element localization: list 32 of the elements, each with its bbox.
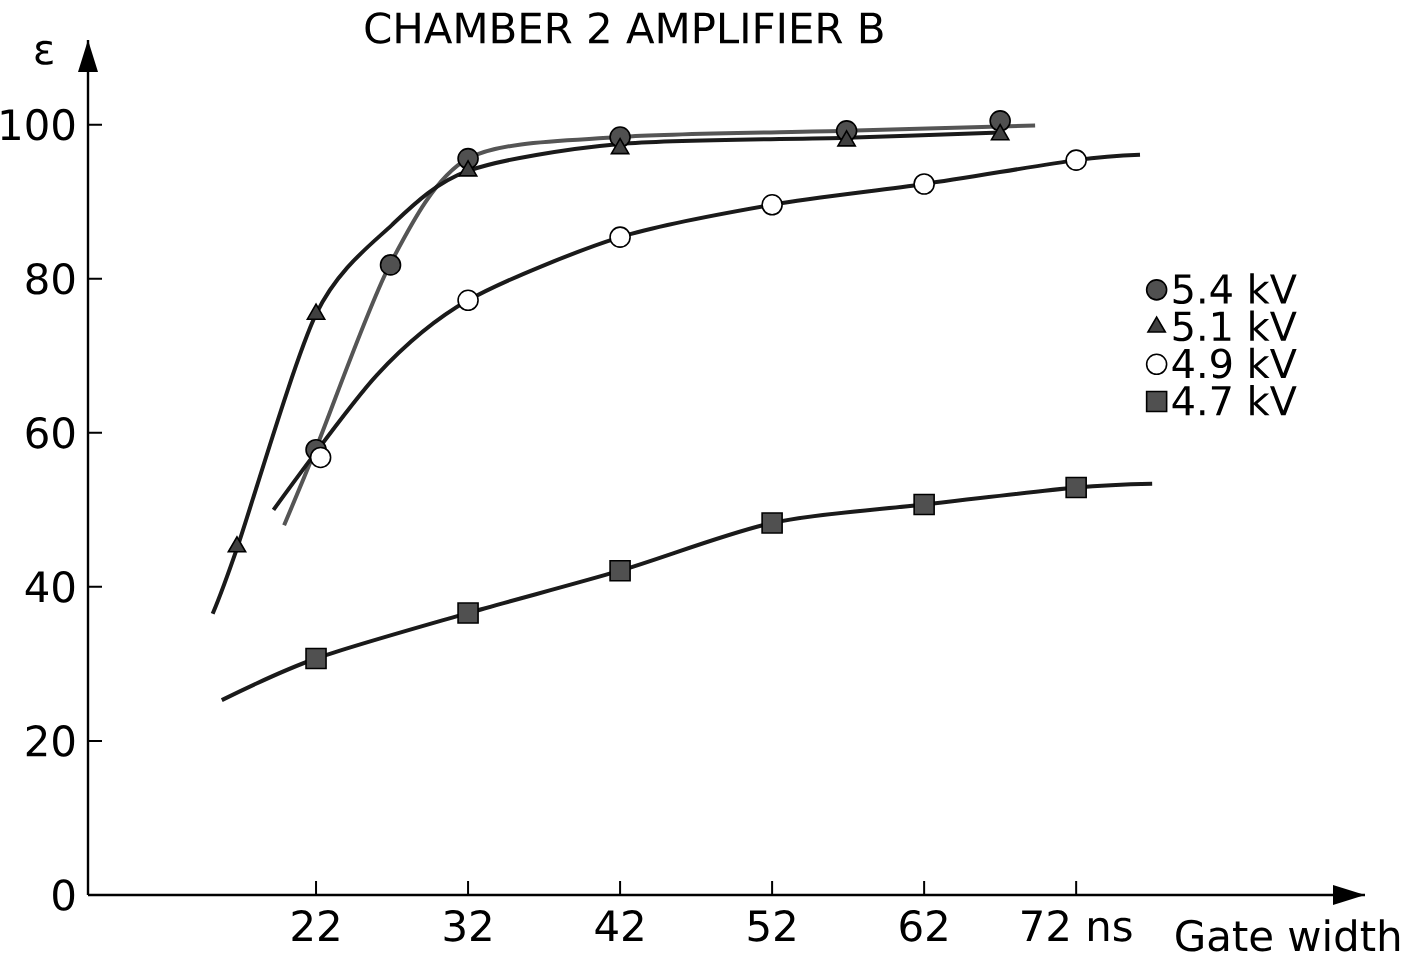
point bbox=[761, 194, 783, 216]
point bbox=[913, 173, 935, 195]
point bbox=[1065, 149, 1087, 171]
point bbox=[1065, 476, 1087, 499]
point bbox=[609, 559, 631, 582]
legend-label: 4.9 kV bbox=[1172, 347, 1297, 379]
x-tick-label: 32 bbox=[444, 910, 491, 942]
y-tick-label: 0 bbox=[53, 879, 75, 911]
x-tick-label: 42 bbox=[595, 910, 643, 942]
point bbox=[457, 289, 479, 312]
y-axis-title: ε bbox=[35, 40, 53, 65]
chart-title: CHAMBER 2 AMPLIFIER B bbox=[365, 12, 883, 44]
point bbox=[609, 226, 631, 248]
y-tick-label: 20 bbox=[26, 725, 75, 757]
legend-label: 5.1 kV bbox=[1173, 310, 1297, 342]
legend-label: 5.4 kV bbox=[1173, 273, 1297, 305]
point bbox=[913, 493, 935, 516]
x-tick-label: 22 bbox=[292, 910, 339, 942]
x-tick-label: 62 bbox=[900, 910, 947, 942]
x-axis-title: Gate width bbox=[1176, 919, 1400, 952]
x-tick-label: 52 bbox=[748, 910, 795, 942]
point bbox=[379, 254, 402, 276]
y-tick-label: 80 bbox=[26, 262, 75, 295]
y-tick-label: 100 bbox=[1, 108, 75, 141]
legend-label: 4.7 kV bbox=[1172, 384, 1297, 416]
x-tick-label: 72 ns bbox=[1022, 910, 1132, 942]
y-tick-label: 60 bbox=[26, 416, 75, 449]
point bbox=[305, 647, 327, 670]
y-tick-label: 40 bbox=[25, 571, 75, 603]
point bbox=[309, 446, 332, 469]
point bbox=[761, 512, 783, 534]
point bbox=[457, 602, 479, 624]
